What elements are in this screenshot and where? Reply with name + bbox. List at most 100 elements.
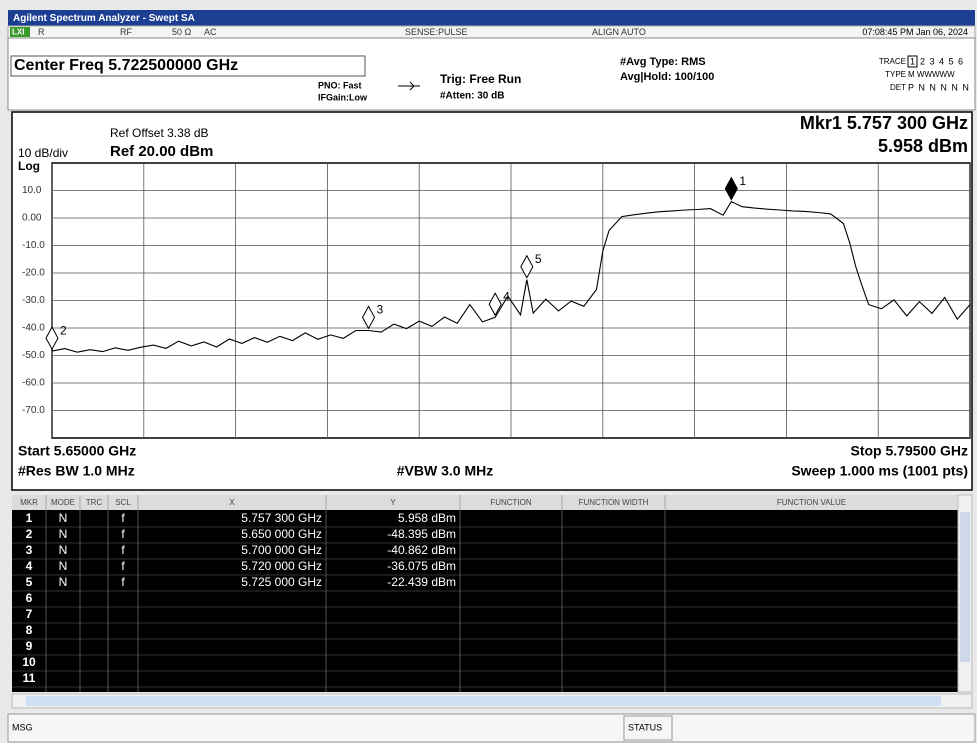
scl-cell: f xyxy=(121,575,125,589)
vbw: #VBW 3.0 MHz xyxy=(397,463,493,479)
status-item: 50 Ω xyxy=(172,27,192,37)
y-tick-label: -70.0 xyxy=(22,405,45,416)
clock: 07:08:45 PM Jan 06, 2024 xyxy=(862,27,968,37)
mkr-cell: 2 xyxy=(26,527,33,541)
y-tick-label: -60.0 xyxy=(22,378,45,389)
active-trace: 1 xyxy=(910,56,915,66)
active-trace-box xyxy=(907,55,918,68)
column-header: Y xyxy=(390,498,396,507)
marker-table xyxy=(12,495,958,692)
mkr-cell: 10 xyxy=(22,655,36,669)
marker-label: 1 xyxy=(739,174,746,188)
marker xyxy=(520,254,534,279)
avg-hold: Avg|Hold: 100/100 xyxy=(620,71,714,83)
scl-cell: f xyxy=(121,543,125,557)
mode-cell: N xyxy=(59,527,68,541)
trace xyxy=(51,200,971,353)
status-label: STATUS xyxy=(628,722,662,732)
mode-cell: N xyxy=(59,543,68,557)
marker-freq: Mkr1 5.757 300 GHz xyxy=(800,113,968,133)
x-cell: 5.700 000 GHz xyxy=(241,543,322,557)
marker-label: 5 xyxy=(535,252,542,266)
mkr-cell: 6 xyxy=(26,591,33,605)
column-header: MODE xyxy=(51,498,75,507)
trigger: Trig: Free Run xyxy=(440,72,521,86)
mode-cell: N xyxy=(59,511,68,525)
column-header: SCL xyxy=(115,498,131,507)
hscroll-thumb[interactable] xyxy=(26,696,941,706)
column-header: TRC xyxy=(86,498,103,507)
status-box xyxy=(623,715,673,741)
x-cell: 5.720 000 GHz xyxy=(241,559,322,573)
column-header: MKR xyxy=(20,498,38,507)
marker-label: 3 xyxy=(377,303,384,317)
y-cell: 5.958 dBm xyxy=(398,511,456,525)
marker-label: 4 xyxy=(503,289,510,303)
active-marker xyxy=(724,176,738,201)
y-cell: -40.862 dBm xyxy=(387,543,456,557)
y-tick-label: -20.0 xyxy=(22,268,45,279)
marker-level: 5.958 dBm xyxy=(878,136,968,156)
det-values: P N N N N N xyxy=(908,82,970,92)
scl-cell: f xyxy=(121,511,125,525)
center-freq-box[interactable] xyxy=(10,55,366,77)
type-values: M WWWWW xyxy=(908,70,955,79)
avg-type: #Avg Type: RMS xyxy=(620,56,706,68)
y-tick-label: 10.0 xyxy=(22,185,42,196)
type-label: TYPE xyxy=(885,70,906,79)
ifgain: IFGain:Low xyxy=(318,92,368,102)
table-header xyxy=(12,495,958,510)
window-title: Agilent Spectrum Analyzer - Swept SA xyxy=(13,13,195,24)
status-item: SENSE:PULSE xyxy=(405,27,468,37)
mode-cell: N xyxy=(59,575,68,589)
rbw: #Res BW 1.0 MHz xyxy=(18,463,135,479)
mkr-cell: 7 xyxy=(26,607,33,621)
scl-cell: f xyxy=(121,527,125,541)
ref-offset: Ref Offset 3.38 dB xyxy=(110,126,209,140)
x-cell: 5.757 300 GHz xyxy=(241,511,322,525)
y-cell: -36.075 dBm xyxy=(387,559,456,573)
center-freq: Center Freq 5.722500000 GHz xyxy=(14,57,238,74)
y-cell: -48.395 dBm xyxy=(387,527,456,541)
y-tick-label: -10.0 xyxy=(22,240,45,251)
status-bar xyxy=(7,25,976,39)
mkr-cell: 1 xyxy=(26,511,33,525)
y-cell: -22.439 dBm xyxy=(387,575,456,589)
start-freq: Start 5.65000 GHz xyxy=(18,443,136,459)
msg-label: MSG xyxy=(12,722,33,732)
status-item: ALIGN AUTO xyxy=(592,27,646,37)
status-item: R xyxy=(38,27,45,37)
mkr-cell: 3 xyxy=(26,543,33,557)
log-label: Log xyxy=(18,159,40,173)
stop-freq: Stop 5.79500 GHz xyxy=(851,443,969,459)
y-tick-label: -40.0 xyxy=(22,323,45,334)
marker xyxy=(488,292,502,317)
column-header: FUNCTION VALUE xyxy=(777,498,846,507)
y-tick-label: -30.0 xyxy=(22,295,45,306)
marker xyxy=(45,326,59,351)
mkr-cell: 5 xyxy=(26,575,33,589)
column-header: FUNCTION xyxy=(490,498,532,507)
status-item: AC xyxy=(204,27,217,37)
y-tick-label: 0.00 xyxy=(22,213,42,224)
mkr-cell: 4 xyxy=(26,559,33,573)
attenuation: #Atten: 30 dB xyxy=(440,91,504,102)
marker xyxy=(361,305,376,330)
lxi-badge xyxy=(10,27,30,37)
x-cell: 5.725 000 GHz xyxy=(241,575,322,589)
sweep: Sweep 1.000 ms (1001 pts) xyxy=(791,463,968,479)
trace-numbers: 2 3 4 5 6 xyxy=(920,56,964,66)
scl-cell: f xyxy=(121,559,125,573)
ref-level: Ref 20.00 dBm xyxy=(110,143,213,160)
mkr-cell: 11 xyxy=(23,671,36,685)
mkr-cell: 9 xyxy=(26,639,33,653)
column-header: FUNCTION WIDTH xyxy=(579,498,649,507)
x-cell: 5.650 000 GHz xyxy=(241,527,322,541)
pno: PNO: Fast xyxy=(318,80,362,90)
mode-cell: N xyxy=(59,559,68,573)
scale: 10 dB/div xyxy=(18,146,68,160)
plot: 10.0 0.00 -10.0 -20.0 -30.0 -40.0 -50.0 -60.0 -7… xyxy=(22,162,971,439)
scroll-thumb[interactable] xyxy=(960,512,970,662)
trace-label: TRACE xyxy=(879,57,906,66)
